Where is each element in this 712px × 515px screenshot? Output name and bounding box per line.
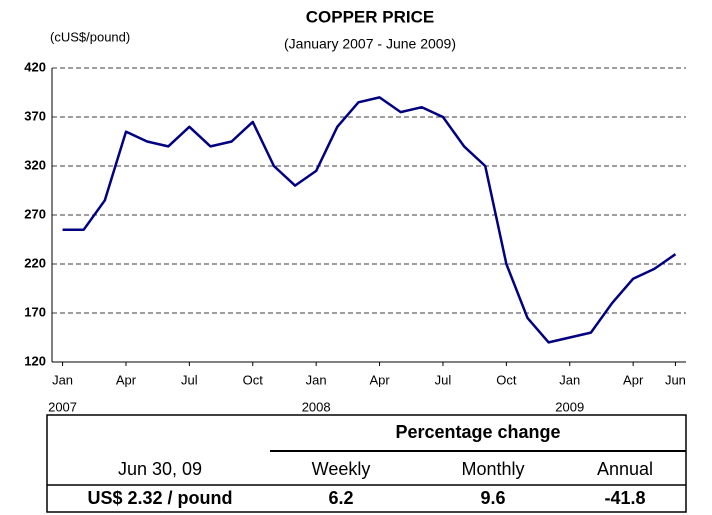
y-tick-label: 270 [24,206,46,221]
x-tick-label: Apr [369,372,390,387]
x-tick-label: Jan [306,372,327,387]
x-tick-label: Oct [243,372,264,387]
x-year-label: 2009 [555,399,584,414]
table-cell: -41.8 [604,488,645,508]
x-year-label: 2008 [302,399,331,414]
x-tick-label: Oct [496,372,517,387]
table-cell: 9.6 [480,488,505,508]
y-tick-label: 220 [24,255,46,270]
chart-title: COPPER PRICE [306,7,434,26]
table-cell: US$ 2.32 / pound [87,488,232,508]
price-line [62,96,677,344]
table-column: Jun 30, 09 [118,459,202,479]
x-tick-label: Apr [116,372,137,387]
chart-subtitle: (January 2007 - June 2009) [284,36,456,52]
x-year-label: 2007 [48,399,77,414]
x-tick-label: Jan [559,372,580,387]
table-column: Monthly [461,459,524,479]
table-frame [46,414,687,513]
x-tick-label: Jul [435,372,452,387]
table-column: Annual [597,459,653,479]
y-tick-label: 420 [24,59,46,74]
y-tick-label: 320 [24,157,46,172]
y-tick-label: 120 [24,353,46,368]
y-tick-label: 170 [24,304,46,319]
x-tick-label: Jul [181,372,198,387]
x-tick-label: Apr [623,372,644,387]
y-tick-label: 370 [24,108,46,123]
table-header: Percentage change [395,422,560,442]
y-axis-label: (cUS$/pound) [50,29,130,44]
x-tick-label: Jun [665,372,686,387]
x-tick-label: Jan [52,372,73,387]
table-column: Weekly [312,459,371,479]
table-cell: 6.2 [328,488,353,508]
